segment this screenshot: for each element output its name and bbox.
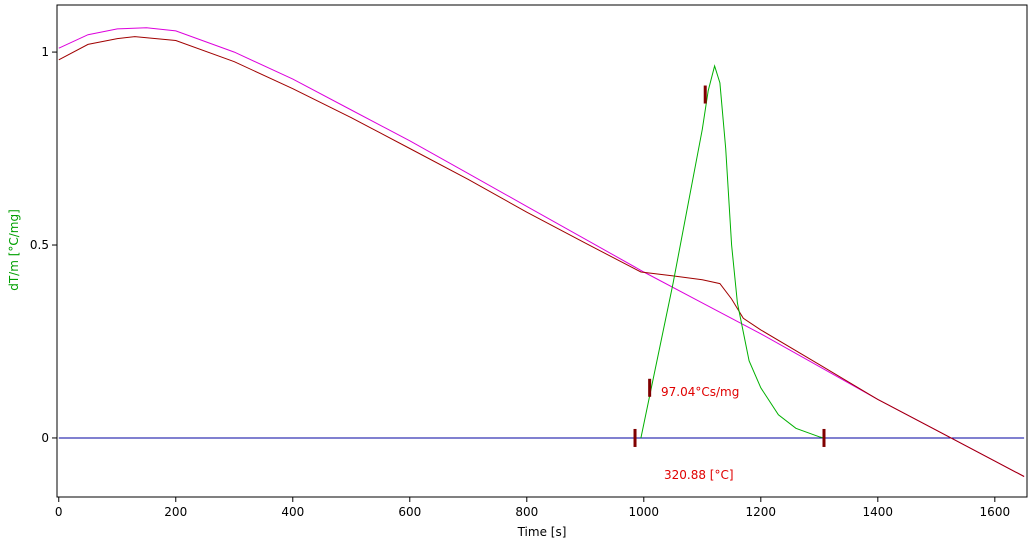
marker [648, 378, 652, 397]
x-tick-label: 1400 [863, 505, 894, 519]
y-tick-label: 0 [41, 431, 49, 445]
plot-frame [56, 4, 1028, 498]
x-tick-label: 1000 [629, 505, 660, 519]
y-tick-label: 0.5 [30, 238, 49, 252]
marker [822, 428, 826, 447]
marker [633, 428, 637, 447]
x-tick-label: 800 [515, 505, 538, 519]
series-line [58, 27, 1025, 477]
annotation: 320.88 [°C] [664, 468, 734, 482]
x-axis-label: Time [s] [517, 525, 567, 539]
series-line [58, 36, 1025, 477]
x-tick-label: 1600 [980, 505, 1011, 519]
x-tick-label: 600 [398, 505, 421, 519]
x-tick-label: 0 [55, 505, 63, 519]
x-tick-label: 200 [164, 505, 187, 519]
y-axis-label: dT/m [°C/mg] [7, 209, 21, 291]
y-tick-label: 1 [41, 45, 49, 59]
marker [703, 85, 707, 104]
x-tick-label: 400 [281, 505, 304, 519]
series-line [640, 64, 825, 439]
annotation: 97.04°Cs/mg [661, 385, 739, 399]
x-tick-label: 1200 [746, 505, 777, 519]
